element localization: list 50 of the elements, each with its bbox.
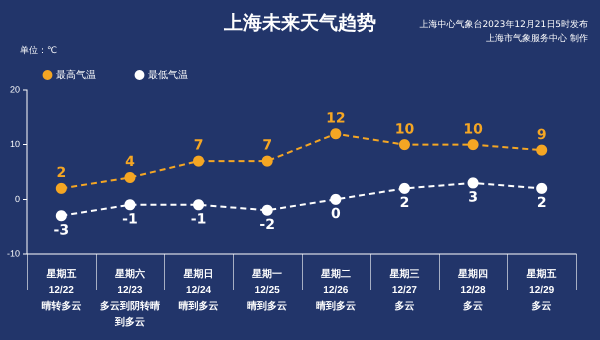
y-tick-label: 20 (10, 84, 20, 94)
legend-label: 最低气温 (148, 68, 188, 81)
data-label: 4 (125, 154, 136, 170)
data-label: 3 (468, 190, 478, 206)
x-tick-label: 星期三 12/27 多云 (388, 268, 420, 312)
point (262, 204, 273, 216)
point (193, 156, 204, 167)
point (330, 128, 342, 140)
data-label: 7 (194, 138, 204, 154)
data-label: -2 (259, 216, 275, 233)
data-label: 2 (400, 195, 410, 212)
chart-title: 上海未来天气趋势 (224, 12, 376, 34)
point (124, 199, 136, 210)
x-tick-label: 星期日 12/24 晴到多云 (178, 268, 219, 312)
data-label: -1 (190, 211, 206, 228)
x-tick-label: 星期五 12/29 多云 (526, 268, 557, 312)
point (56, 182, 67, 194)
data-label: 0 (330, 206, 341, 222)
data-label: 2 (56, 165, 66, 182)
point (330, 194, 342, 205)
y-axis-title: 单位：℃ (20, 44, 58, 57)
y-tick-label: -10 (6, 248, 20, 258)
point (398, 139, 410, 150)
legend-label: 最高气温 (56, 68, 96, 81)
data-label: 10 (394, 121, 414, 138)
data-label: 2 (536, 195, 547, 212)
point (398, 182, 410, 194)
point (468, 139, 479, 150)
data-label: 10 (463, 121, 484, 138)
x-tick-label: 星期四 12/28 多云 (457, 268, 488, 312)
point (536, 144, 548, 156)
y-tick-label: 10 (10, 139, 20, 150)
y-tick-label: 0 (14, 194, 20, 204)
text: 上海市气象服务中心 制作 (485, 32, 588, 46)
point (262, 156, 273, 167)
x-tick-label: 星期一 12/25 晴到多云 (247, 268, 288, 312)
data-label: -1 (122, 211, 138, 228)
data-label: 9 (536, 126, 547, 143)
data-label: 12 (326, 110, 346, 126)
point (536, 182, 548, 194)
data-label: 7 (262, 138, 272, 154)
data-label: -3 (54, 222, 70, 238)
x-tick-label: 星期二 12/26 晴到多云 (316, 268, 356, 312)
text: 上海中心气象台2023年12月21日5时发布 (419, 18, 588, 32)
x-tick-label: 星期五 12/22 晴转多云 (41, 268, 82, 312)
point (193, 199, 204, 210)
point (124, 172, 136, 183)
point (468, 177, 479, 188)
x-tick-label: 星期六 12/23 多云到阴转晴到多云 (100, 268, 160, 328)
point (56, 210, 67, 222)
